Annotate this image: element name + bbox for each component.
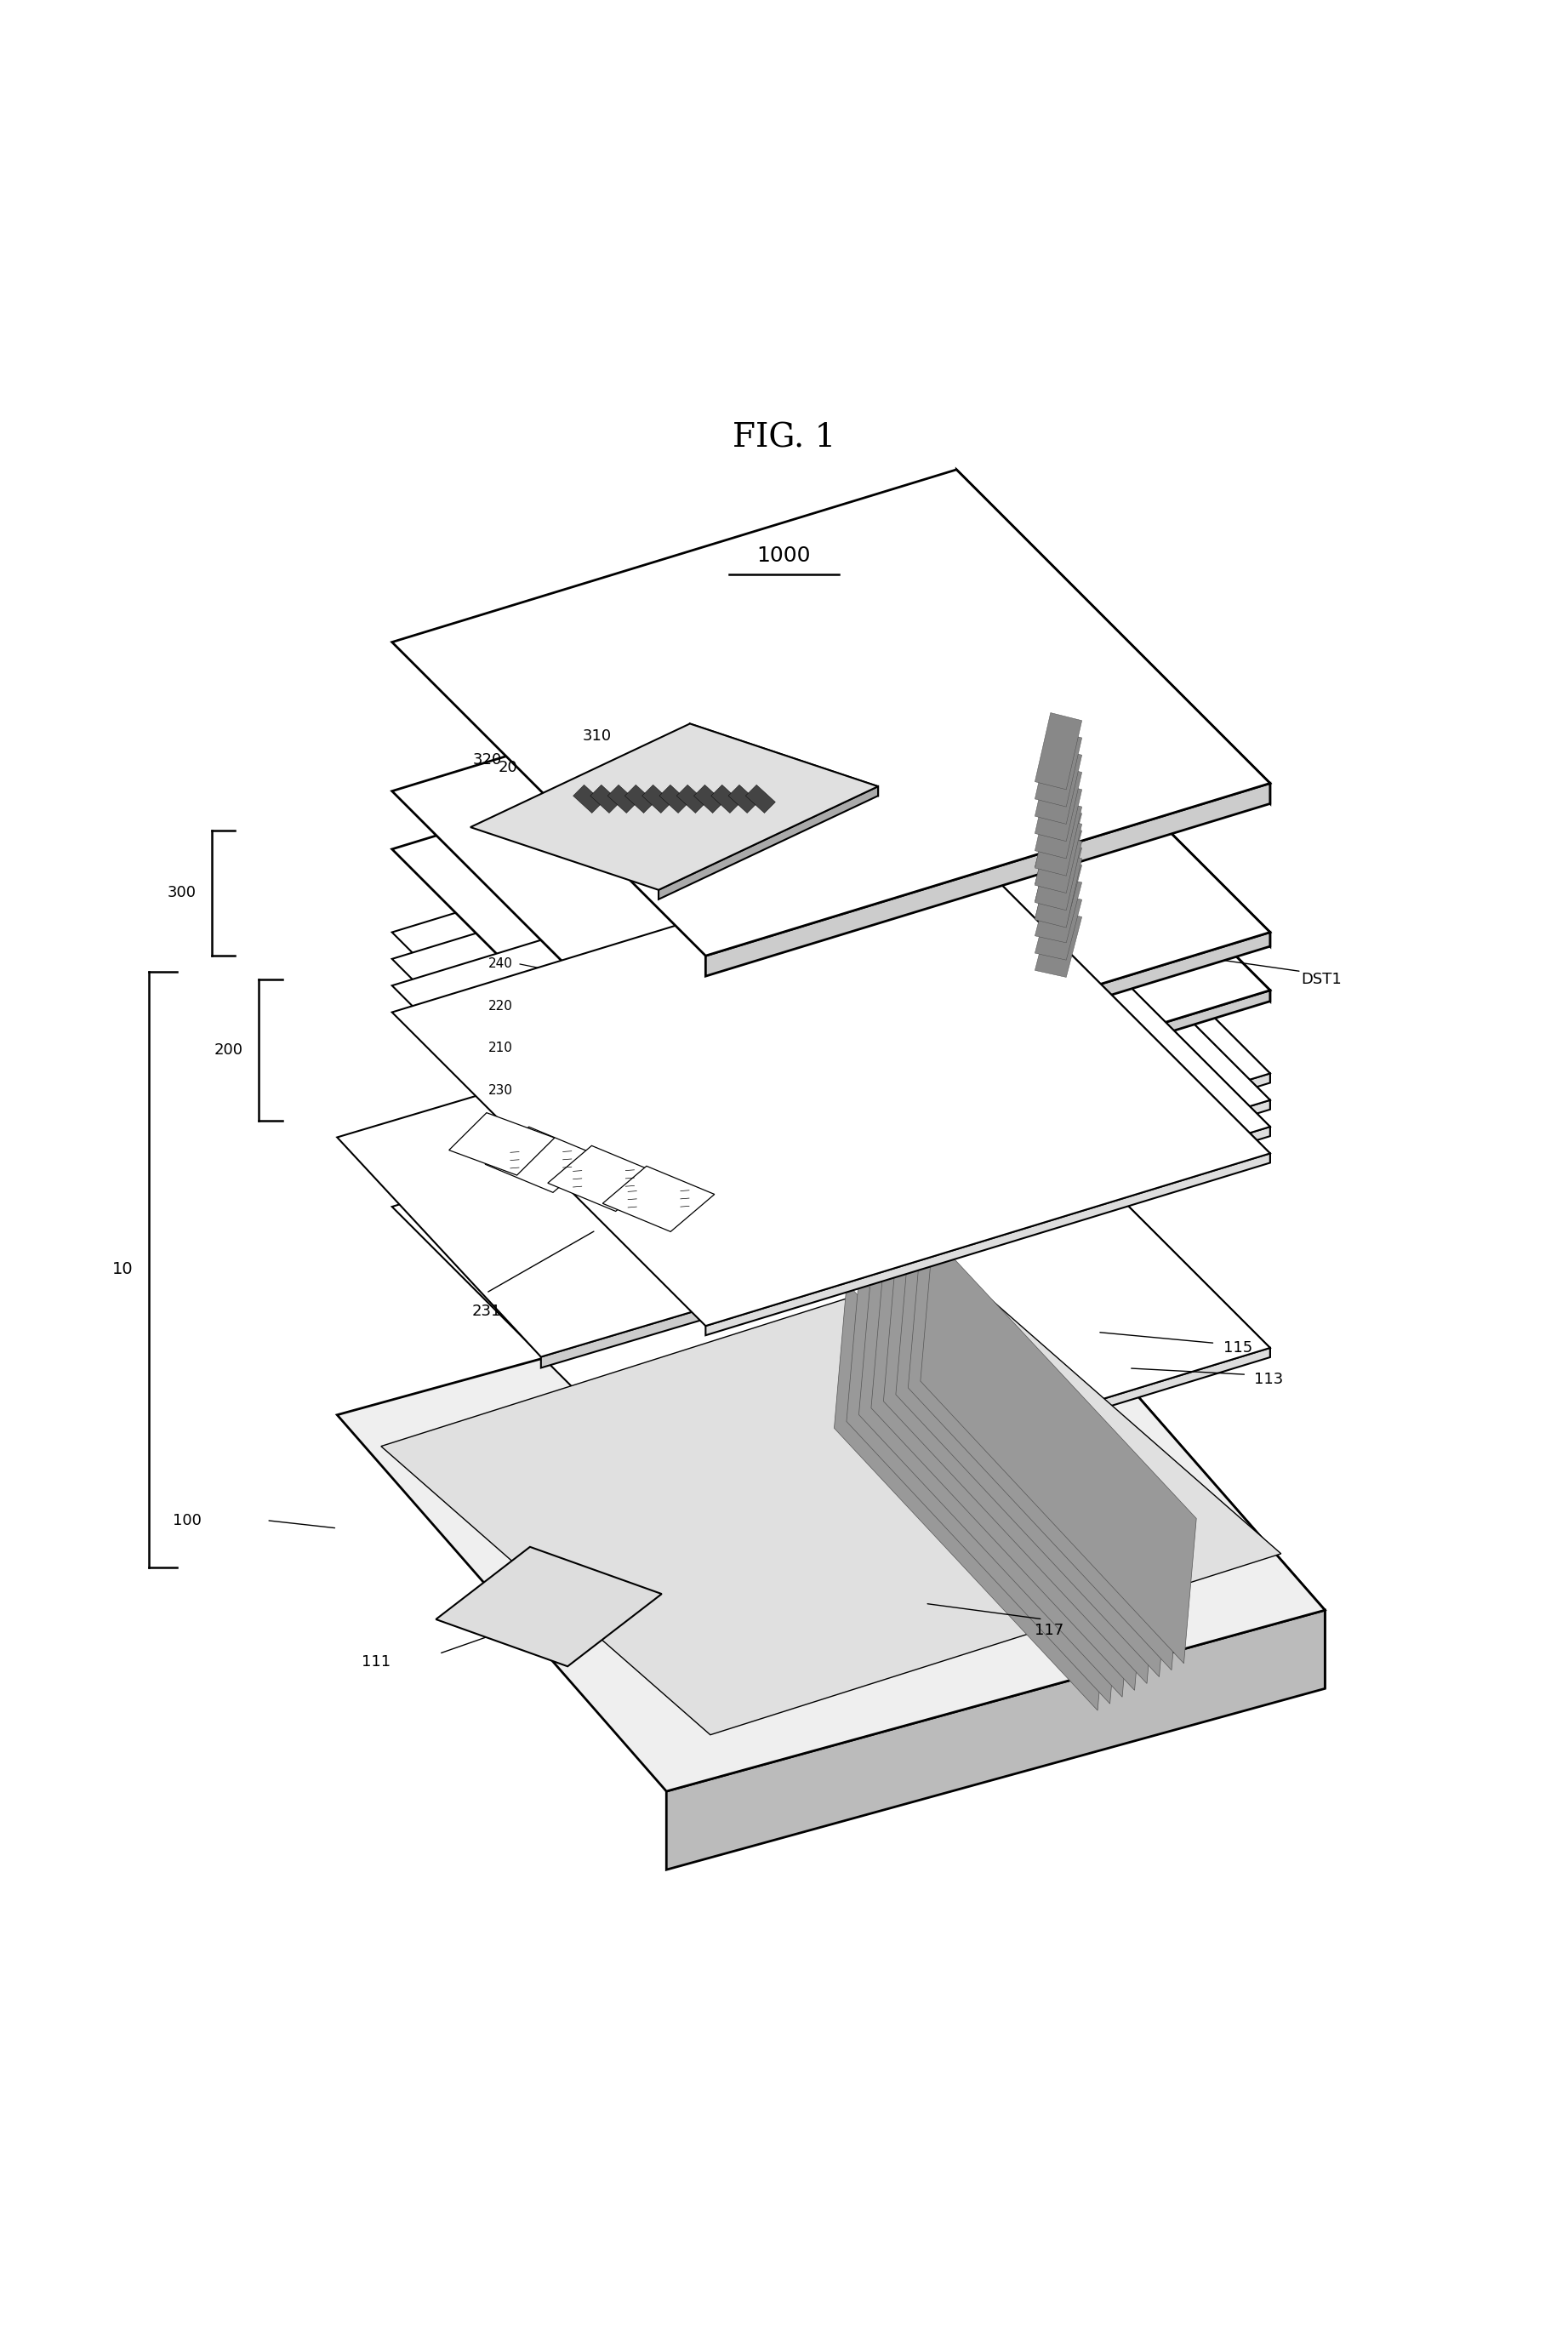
Polygon shape [706, 1347, 1270, 1529]
Text: 117: 117 [1035, 1623, 1065, 1637]
Polygon shape [608, 785, 637, 813]
Polygon shape [956, 469, 1270, 803]
Polygon shape [956, 813, 1270, 1137]
Polygon shape [392, 759, 1270, 1247]
Text: 310: 310 [582, 729, 612, 745]
Polygon shape [392, 469, 1270, 955]
Polygon shape [693, 785, 724, 813]
Polygon shape [485, 1128, 597, 1193]
Polygon shape [745, 785, 776, 813]
Polygon shape [713, 1025, 917, 1256]
Polygon shape [706, 1128, 1270, 1308]
Polygon shape [1035, 824, 1082, 892]
Polygon shape [1035, 841, 1082, 908]
Polygon shape [1035, 834, 1082, 911]
Polygon shape [956, 619, 1270, 946]
Polygon shape [1035, 764, 1082, 841]
Text: 320: 320 [472, 752, 502, 768]
Polygon shape [624, 785, 655, 813]
Polygon shape [728, 785, 759, 813]
Text: 220: 220 [488, 999, 513, 1013]
Text: 231: 231 [472, 1303, 500, 1319]
Text: 230: 230 [488, 1083, 513, 1097]
Polygon shape [1035, 712, 1082, 789]
Polygon shape [1035, 782, 1082, 859]
Polygon shape [996, 1233, 1325, 1688]
Polygon shape [337, 1025, 917, 1357]
Polygon shape [602, 1165, 715, 1231]
Text: 210: 210 [488, 1041, 513, 1055]
Text: 20: 20 [499, 759, 517, 775]
Polygon shape [392, 619, 1270, 1104]
Polygon shape [659, 787, 878, 899]
Text: 10: 10 [113, 1261, 133, 1277]
Polygon shape [847, 1277, 1123, 1705]
Polygon shape [1035, 747, 1082, 824]
Polygon shape [1035, 850, 1082, 927]
Polygon shape [834, 1284, 1110, 1712]
Polygon shape [590, 785, 621, 813]
Text: 240: 240 [488, 957, 513, 969]
Text: DST1: DST1 [1301, 971, 1342, 988]
Polygon shape [392, 813, 1270, 1298]
Text: 200: 200 [215, 1041, 243, 1058]
Text: 300: 300 [168, 885, 196, 901]
Polygon shape [883, 1256, 1159, 1684]
Polygon shape [392, 1034, 1270, 1520]
Polygon shape [872, 1263, 1148, 1691]
Text: 111: 111 [362, 1653, 390, 1670]
Polygon shape [1035, 806, 1082, 873]
Polygon shape [1035, 817, 1082, 892]
Polygon shape [381, 1266, 1281, 1735]
Polygon shape [956, 787, 1270, 1109]
Polygon shape [541, 1245, 917, 1368]
Polygon shape [436, 1546, 662, 1667]
Polygon shape [574, 785, 602, 813]
Polygon shape [659, 785, 690, 813]
Polygon shape [677, 785, 706, 813]
Text: 113: 113 [1254, 1371, 1284, 1387]
Polygon shape [392, 677, 1270, 1163]
Polygon shape [666, 1611, 1325, 1870]
Polygon shape [956, 841, 1270, 1163]
Polygon shape [920, 1235, 1196, 1663]
Polygon shape [448, 1114, 555, 1175]
Polygon shape [956, 759, 1270, 1083]
Polygon shape [470, 724, 878, 890]
Polygon shape [706, 1074, 1270, 1256]
Polygon shape [956, 1034, 1270, 1357]
Polygon shape [547, 1146, 660, 1212]
Polygon shape [392, 841, 1270, 1326]
Polygon shape [1035, 859, 1082, 925]
Polygon shape [1035, 731, 1082, 808]
Text: FIG. 1: FIG. 1 [732, 423, 836, 453]
Polygon shape [956, 677, 1270, 1002]
Polygon shape [706, 932, 1270, 1118]
Polygon shape [710, 785, 742, 813]
Polygon shape [895, 1249, 1171, 1677]
Polygon shape [392, 787, 1270, 1273]
Polygon shape [1035, 876, 1082, 943]
Polygon shape [706, 782, 1270, 976]
Polygon shape [859, 1270, 1135, 1698]
Text: 115: 115 [1223, 1340, 1253, 1357]
Polygon shape [706, 990, 1270, 1175]
Polygon shape [706, 1100, 1270, 1282]
Polygon shape [1035, 892, 1082, 960]
Polygon shape [643, 785, 671, 813]
Polygon shape [690, 724, 878, 796]
Polygon shape [337, 1233, 1325, 1791]
Polygon shape [908, 1242, 1184, 1670]
Polygon shape [1035, 799, 1082, 876]
Polygon shape [706, 1153, 1270, 1336]
Polygon shape [1035, 911, 1082, 978]
Text: 100: 100 [172, 1513, 201, 1527]
Text: 1000: 1000 [757, 546, 811, 565]
